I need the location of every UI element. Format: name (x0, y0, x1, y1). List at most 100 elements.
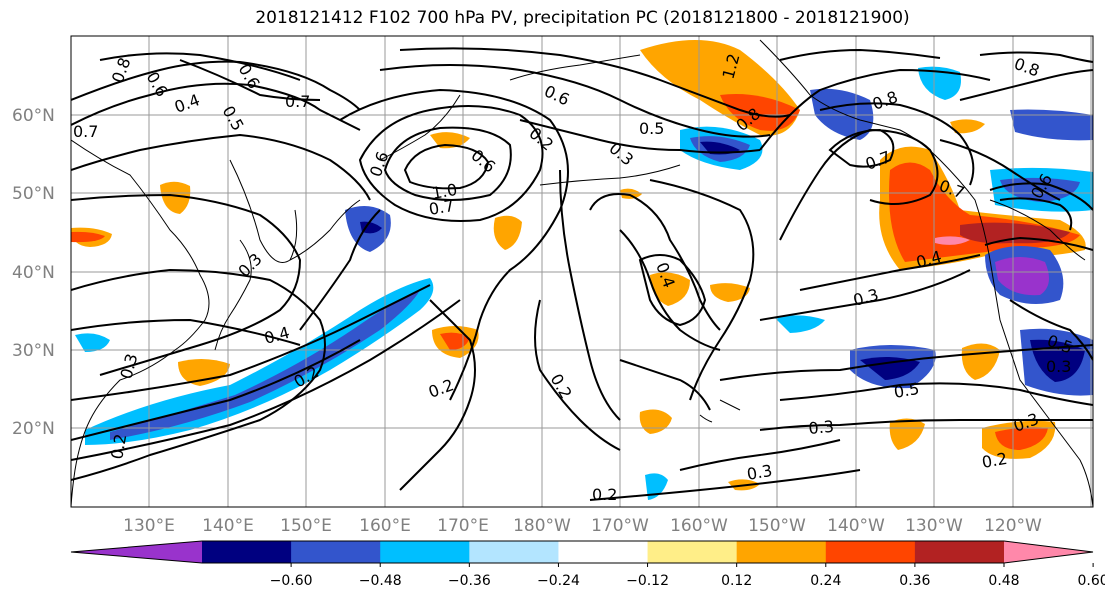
colorbar-tick-label: 0.12 (721, 573, 752, 589)
pv-contour (71, 318, 301, 346)
pv-contour (519, 119, 761, 154)
pv-contour (399, 299, 476, 491)
pv-contour (719, 344, 1093, 381)
precip-blob (720, 94, 800, 131)
colorbar-bin (469, 541, 559, 563)
colorbar-bin (825, 541, 916, 563)
pv-contour (999, 197, 1073, 231)
pv-contour (638, 254, 707, 327)
pv-contour (759, 269, 971, 321)
coastline (509, 54, 641, 81)
map-area (71, 36, 1093, 507)
lon-label: 130°E (123, 516, 175, 536)
colorbar-bin (914, 541, 1005, 563)
pv-contour (534, 299, 621, 451)
coastline (759, 39, 1093, 507)
colorbar-bin (558, 541, 649, 563)
colorbar: −0.60 −0.48 −0.36 −0.24 −0.12 0.12 0.24 0.36 0.4… (70, 540, 1105, 589)
precip-positive-shading (71, 40, 1086, 491)
precip-blob (700, 141, 740, 155)
pv-contour (589, 469, 861, 501)
pv-contour (779, 48, 941, 61)
contour-label: 0.2 (107, 432, 130, 460)
pv-contour (679, 439, 841, 471)
coastline (214, 239, 252, 351)
precip-blob (75, 333, 110, 352)
pv-contour (799, 254, 981, 291)
colorbar-tick-label: −0.48 (359, 573, 402, 589)
contour-label: 0.7 (73, 122, 98, 141)
map-title: 2018121412 F102 700 hPa PV, precipitatio… (255, 8, 910, 28)
pv-contour (71, 82, 361, 131)
pv-contour (358, 105, 544, 222)
precip-blob (645, 473, 668, 500)
colorbar-tick-label: −0.36 (448, 573, 491, 589)
colorbar-tick-label: 0.48 (988, 573, 1019, 589)
precip-blob (430, 132, 470, 149)
pv-contour (71, 133, 371, 201)
contour-label: 0.3 (1046, 357, 1071, 376)
pv-contour (779, 128, 939, 241)
pv-contour (979, 51, 1093, 63)
pv-contour (99, 52, 301, 81)
lon-label: 150°E (280, 516, 332, 536)
longitude-labels: 130°E 140°E 150°E 160°E 170°E 180°W 170°… (123, 516, 1042, 536)
precip-blob (889, 418, 925, 450)
coastline (229, 159, 298, 263)
pv-contour (759, 68, 991, 151)
pv-contour (383, 126, 512, 201)
colorbar-bin (202, 541, 292, 563)
colorbar-tick-label: −0.12 (626, 573, 669, 589)
contour-label: 1.0 (430, 180, 458, 203)
pv-contour (559, 169, 621, 421)
pv-contour (759, 418, 1093, 431)
coastline (289, 199, 361, 261)
coastline (989, 199, 1086, 261)
coastline (699, 414, 713, 423)
contour-label: 0.7 (427, 196, 455, 219)
precip-blob (1010, 109, 1093, 141)
precip-blob (995, 257, 1049, 296)
pv-contour (403, 143, 490, 190)
colorbar-bin (647, 541, 738, 563)
lon-label: 160°E (359, 516, 411, 536)
colorbar-tick-label: −0.24 (537, 573, 580, 589)
lon-label: 170°W (591, 516, 649, 536)
precip-blob (160, 181, 191, 214)
precip-blob (650, 272, 690, 306)
pv-contour (71, 284, 431, 401)
colorbar-bin (736, 541, 827, 563)
precip-blob (810, 88, 874, 140)
contour-label: 0.5 (639, 119, 664, 138)
precip-blob (71, 231, 105, 243)
pv-contour (828, 128, 895, 168)
precip-blob (950, 119, 985, 134)
pv-contour (959, 69, 1093, 101)
contour-label: 0.2 (980, 449, 1008, 472)
map-frame (70, 35, 1094, 508)
contour-label: 0.7 (285, 92, 310, 111)
lat-label: 60°N (12, 106, 55, 126)
lon-label: 180°W (513, 516, 571, 536)
contour-label: 0.5 (892, 379, 920, 402)
latitude-labels: 60°N 50°N 40°N 30°N 20°N (12, 106, 55, 439)
pv-contour (589, 193, 721, 331)
precip-blob (360, 221, 382, 234)
colorbar-bin (291, 541, 381, 563)
contour-label: 0.3 (808, 417, 835, 438)
colorbar-bin (380, 541, 470, 563)
pv-contour (819, 102, 975, 186)
precip-blob (935, 236, 970, 245)
lat-label: 20°N (12, 419, 55, 439)
colorbar-tick-label: 0.36 (899, 573, 930, 589)
lat-label: 40°N (12, 263, 55, 283)
coastline (71, 139, 210, 507)
lon-label: 140°E (202, 516, 254, 536)
pv-contour (71, 193, 302, 376)
colorbar-tick-label: 0.60 (1078, 573, 1105, 589)
pv-contour (71, 268, 326, 481)
lon-label: 170°E (437, 516, 489, 536)
pv-contour (619, 229, 721, 351)
lat-label: 50°N (12, 184, 55, 204)
